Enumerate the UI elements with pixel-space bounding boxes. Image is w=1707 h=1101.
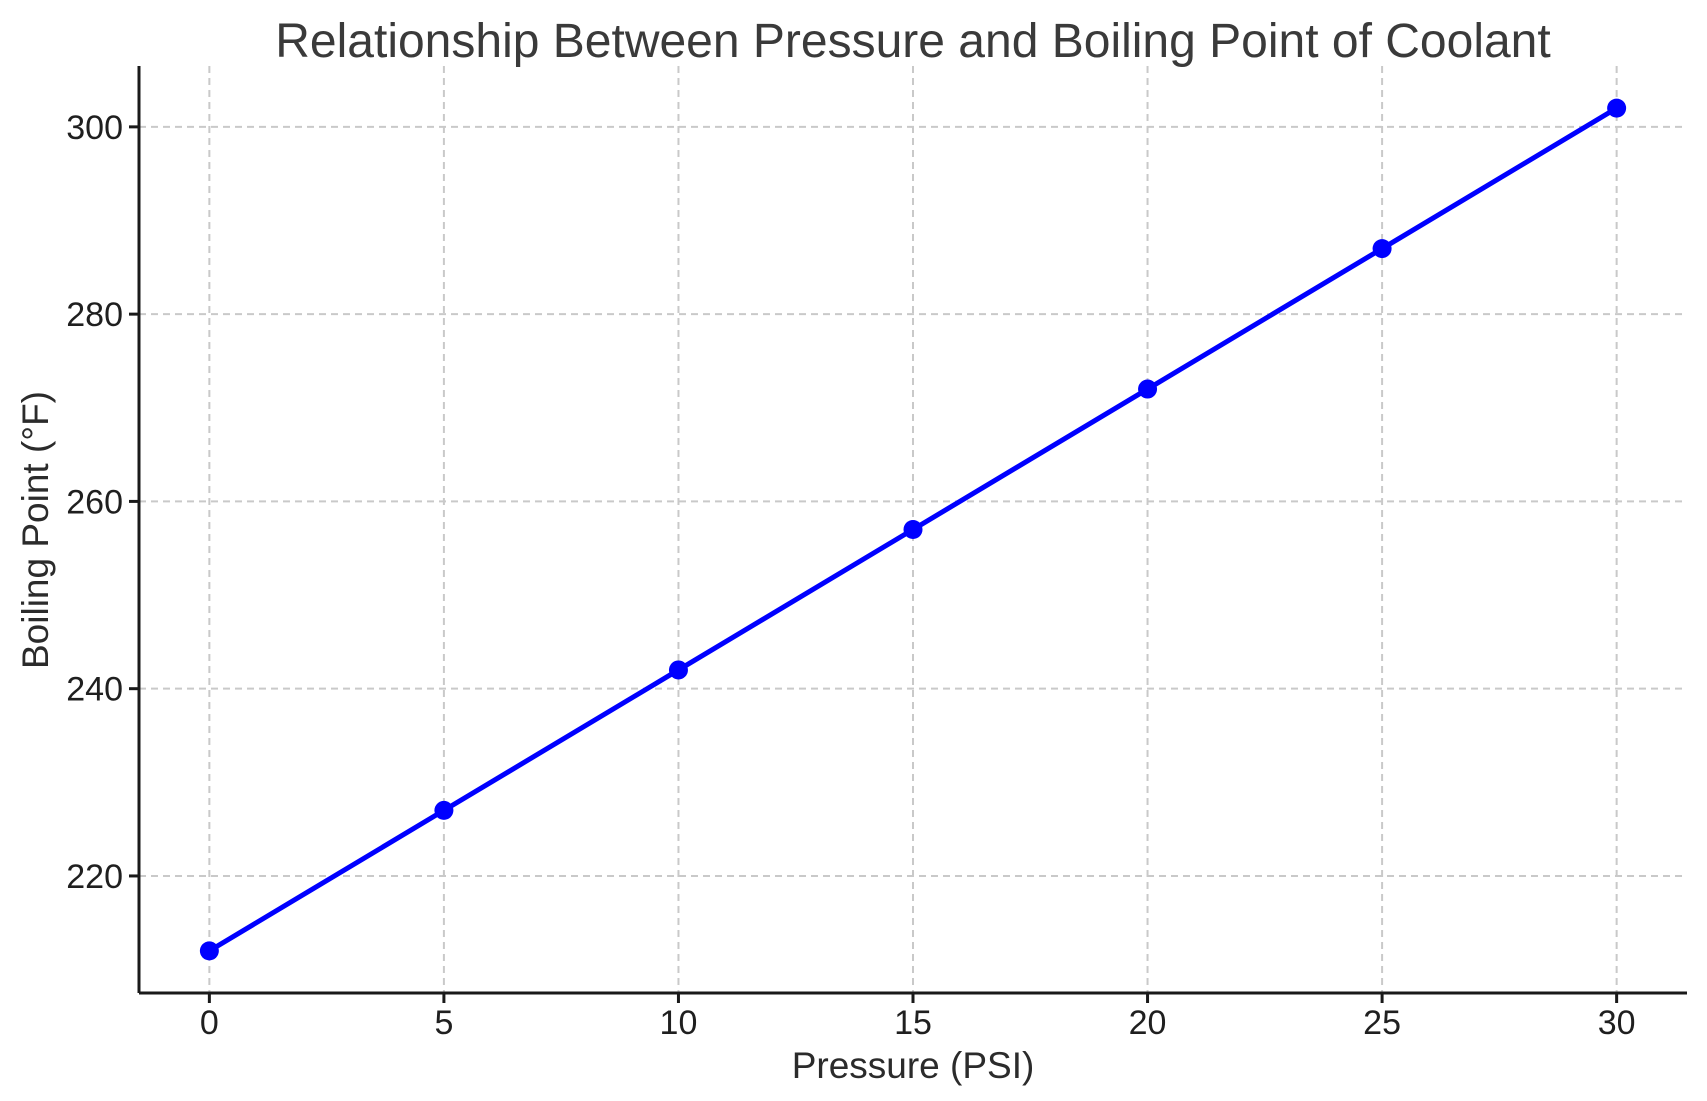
y-tick-label: 260 bbox=[66, 483, 123, 521]
x-tick-label: 15 bbox=[894, 1004, 932, 1042]
x-tick-label: 10 bbox=[660, 1004, 698, 1042]
y-tick-label: 240 bbox=[66, 671, 123, 709]
x-tick-label: 5 bbox=[434, 1004, 453, 1042]
x-tick-label: 25 bbox=[1363, 1004, 1401, 1042]
y-tick-label: 300 bbox=[66, 109, 123, 147]
chart-title: Relationship Between Pressure and Boilin… bbox=[275, 15, 1550, 68]
data-point-marker bbox=[1138, 379, 1158, 399]
x-tick-label: 0 bbox=[200, 1004, 219, 1042]
data-point-marker bbox=[668, 660, 688, 680]
data-series bbox=[199, 98, 1627, 961]
x-axis-label: Pressure (PSI) bbox=[792, 1045, 1035, 1086]
y-tick-label: 220 bbox=[66, 858, 123, 896]
y-axis-label: Boiling Point (°F) bbox=[15, 391, 56, 669]
data-point-marker bbox=[1607, 98, 1627, 118]
data-point-marker bbox=[434, 800, 454, 820]
data-point-marker bbox=[903, 520, 923, 539]
y-tick-label: 280 bbox=[66, 296, 123, 334]
axes: 0 5 10 15 20 25 30 220 240 260 280 300 bbox=[66, 66, 1687, 1042]
data-point-marker bbox=[1372, 239, 1392, 259]
data-point-marker bbox=[199, 941, 219, 961]
gridlines bbox=[139, 66, 1687, 993]
x-tick-label: 20 bbox=[1129, 1004, 1167, 1042]
x-tick-label: 30 bbox=[1598, 1004, 1636, 1042]
